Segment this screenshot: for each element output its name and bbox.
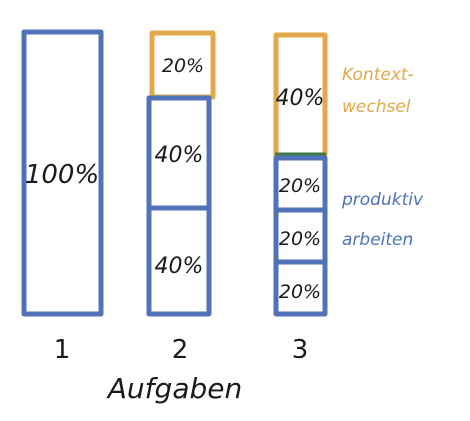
segment-label: 40% xyxy=(155,143,204,168)
column-3: 40% 20% 20% 20% 3 xyxy=(273,32,328,365)
segment-productive xyxy=(146,205,212,317)
legend-productive-line2: arbeiten xyxy=(342,230,413,250)
segment-label: 40% xyxy=(155,254,204,279)
legend-productive: produktiv arbeiten xyxy=(341,190,424,250)
legend-context-line1: Kontext- xyxy=(342,65,414,85)
legend-context-switch: Kontext- wechsel xyxy=(342,65,414,117)
legend-productive-line1: produktiv xyxy=(341,190,424,210)
segment-label: 40% xyxy=(276,86,325,111)
segment-productive xyxy=(21,29,104,317)
legend-context-line2: wechsel xyxy=(342,97,411,117)
segment-label: 20% xyxy=(279,281,321,303)
column-number: 3 xyxy=(292,335,309,365)
segment-productive xyxy=(273,259,328,317)
segment-label: 20% xyxy=(279,228,321,250)
column-number: 1 xyxy=(54,335,71,365)
axis-label: Aufgaben xyxy=(106,372,242,405)
segment-label: 20% xyxy=(162,55,204,77)
segment-label: 20% xyxy=(279,175,321,197)
column-2: 20% 40% 40% 2 xyxy=(146,30,216,365)
segment-label: 100% xyxy=(25,160,99,190)
column-number: 2 xyxy=(172,335,189,365)
column-1: 100% 1 xyxy=(21,29,104,365)
